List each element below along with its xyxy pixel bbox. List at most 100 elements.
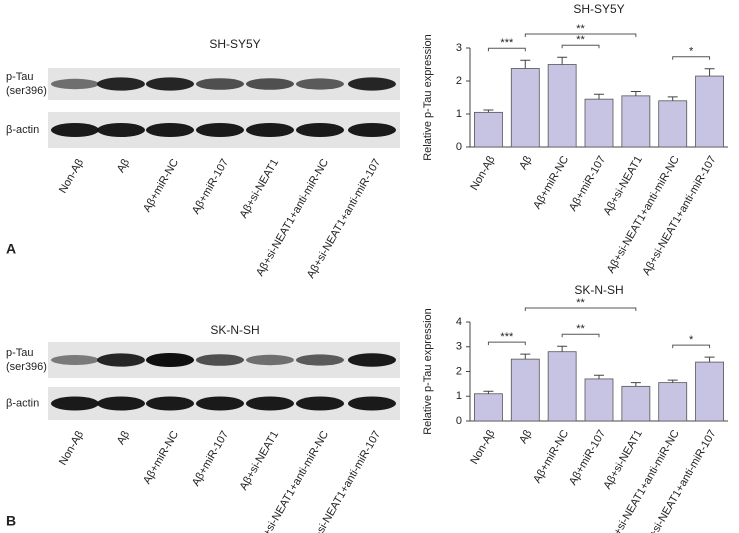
row-label: p-Tau <box>6 347 34 359</box>
blot-band <box>296 354 344 366</box>
error-bar <box>667 379 678 383</box>
x-tick-label: Aβ <box>517 154 534 172</box>
row-label: β-actin <box>6 124 39 136</box>
bar <box>474 111 503 148</box>
significance-label: ** <box>576 23 585 35</box>
bar <box>584 378 614 422</box>
error-bar <box>520 353 531 360</box>
x-tick-label: Aβ+si-NEAT1+anti-miR-NC <box>605 154 682 275</box>
bar <box>621 95 651 148</box>
error-bar <box>557 56 568 65</box>
significance-bracket <box>487 47 526 52</box>
blot-band <box>246 396 294 411</box>
lane-label: Non-Aβ <box>57 157 86 195</box>
error-bar <box>520 59 531 69</box>
row-label: (ser396) <box>6 361 47 373</box>
bar <box>510 68 540 148</box>
y-axis-label: Relative p-Tau expression <box>422 34 434 161</box>
x-tick-label: Aβ+si-NEAT1 <box>601 428 645 491</box>
significance-label: *** <box>500 37 514 49</box>
blot-band <box>51 123 99 137</box>
blot-band <box>348 396 396 411</box>
y-axis-label: Relative p-Tau expression <box>422 308 434 435</box>
blot-band <box>146 77 194 91</box>
blot-band <box>196 354 244 366</box>
lane-label: Aβ+miR-107 <box>190 157 231 216</box>
row-label: p-Tau <box>6 71 34 83</box>
chart-title: SK-N-SH <box>574 283 623 297</box>
blot-band <box>97 77 145 91</box>
chart-title: SH-SY5Y <box>573 2 624 16</box>
panel-label: A <box>6 241 16 257</box>
blot-title: SH-SY5Y <box>209 37 260 51</box>
x-tick-label: Non-Aβ <box>468 428 497 466</box>
y-tick-label: 3 <box>456 341 462 353</box>
significance-bracket <box>672 344 711 349</box>
blot-band <box>246 123 294 137</box>
lane-label: Non-Aβ <box>57 429 86 467</box>
blot-band <box>97 396 145 411</box>
blot-band <box>146 396 194 411</box>
error-bar <box>594 93 604 100</box>
error-bar <box>483 390 494 394</box>
blot-band <box>246 354 294 366</box>
x-tick-label: Aβ+si-NEAT1 <box>601 154 645 217</box>
y-tick-label: 2 <box>456 75 462 87</box>
x-tick-label: Aβ+miR-NC <box>531 428 571 485</box>
blot-band <box>348 123 396 137</box>
blot-band <box>146 123 194 137</box>
row-label: β-actin <box>6 397 39 409</box>
significance-label: * <box>689 46 694 58</box>
significance-bracket <box>524 33 637 37</box>
significance-bracket <box>672 56 711 60</box>
lane-label: Aβ <box>115 429 132 447</box>
bar <box>510 358 540 422</box>
lane-label: Aβ+miR-NC <box>141 429 181 486</box>
bar <box>695 361 724 422</box>
lane-label: Aβ+miR-107 <box>190 429 231 488</box>
blot-band <box>51 78 99 90</box>
significance-label: ** <box>576 34 585 46</box>
significance-label: *** <box>500 331 514 343</box>
bar <box>547 64 577 148</box>
significance-label: * <box>689 334 694 346</box>
bar <box>695 75 724 148</box>
blot-band <box>348 77 396 91</box>
significance-label: ** <box>576 297 585 309</box>
y-tick-label: 0 <box>456 141 462 153</box>
x-tick-label: Aβ+miR-107 <box>567 154 608 213</box>
error-bar <box>594 374 604 379</box>
x-tick-label: Aβ+si-NEAT1+anti-miR-107 <box>640 154 718 278</box>
bar <box>474 393 503 422</box>
x-tick-label: Aβ <box>517 428 534 446</box>
x-tick-label: Non-Aβ <box>468 154 497 192</box>
error-bar <box>483 109 494 113</box>
error-bar <box>704 68 715 77</box>
blot-band <box>196 396 244 411</box>
blot-band <box>51 396 99 411</box>
significance-bracket <box>524 307 637 311</box>
blot-band <box>51 355 99 365</box>
blot-band <box>196 123 244 137</box>
row-label: (ser396) <box>6 85 47 97</box>
significance-bracket <box>561 333 600 338</box>
y-tick-label: 0 <box>456 415 462 427</box>
blot-band <box>296 396 344 411</box>
blot-title: SK-N-SH <box>210 323 259 337</box>
bar <box>547 351 577 422</box>
bar <box>658 100 688 148</box>
bar <box>658 382 688 422</box>
lane-label: Aβ+si-NEAT1 <box>238 157 282 220</box>
blot-band <box>196 78 244 90</box>
error-bar <box>630 382 641 387</box>
significance-bracket <box>487 341 526 346</box>
blot-band <box>296 123 344 137</box>
bar <box>584 98 614 148</box>
lane-label: Aβ+si-NEAT1 <box>238 429 282 492</box>
error-bar <box>667 96 678 101</box>
blot-band <box>97 353 145 367</box>
blot-band <box>97 123 145 137</box>
error-bar <box>704 356 715 363</box>
error-bar <box>630 91 641 96</box>
